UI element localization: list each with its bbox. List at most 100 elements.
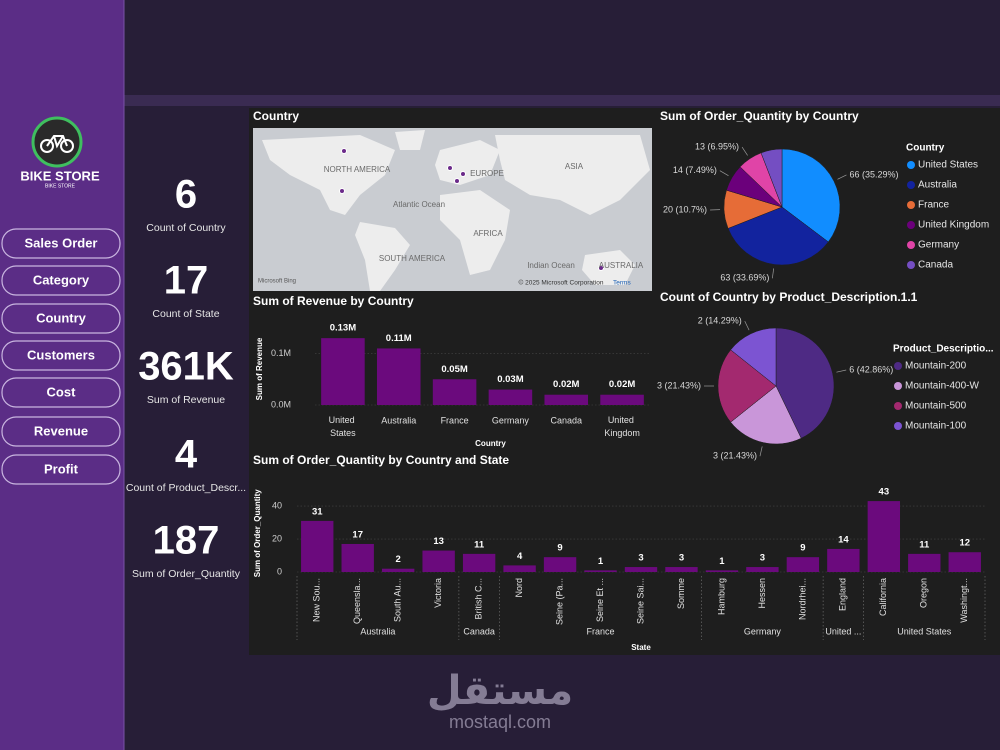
data-label: 4 [517, 551, 523, 562]
data-label: 3 (21.43%) [657, 380, 701, 390]
legend-label: Mountain-200 [905, 361, 967, 372]
kpi-label: Sum of Order_Quantity [132, 568, 241, 580]
data-label: 3 [638, 553, 643, 564]
kpi-label: Count of Country [146, 222, 226, 234]
group-label: United ... [825, 626, 861, 636]
x-tick-label: Nord [514, 578, 524, 598]
data-label: 0.05M [441, 364, 467, 375]
x-tick-label: Queensla... [352, 578, 362, 624]
legend-marker [894, 402, 902, 410]
legend-marker [894, 362, 902, 370]
nav-button-label[interactable]: Sales Order [25, 235, 98, 250]
pie-slice [781, 148, 841, 243]
nav-button[interactable] [1, 416, 121, 447]
kpi-value: 187 [153, 519, 220, 563]
data-label: 3 [760, 553, 765, 564]
legend-label: United States [918, 160, 978, 171]
bar [705, 570, 739, 572]
data-label: 0.11M [386, 333, 412, 344]
kpi-label: Count of State [152, 308, 219, 320]
x-tick-label: Washingt... [959, 578, 969, 623]
data-label: 31 [312, 506, 323, 517]
legend-label: Germany [918, 240, 959, 251]
nav-button-label[interactable]: Country [36, 310, 87, 325]
x-tick-label: Hamburg [716, 578, 726, 615]
nav-button-label[interactable]: Category [33, 272, 90, 287]
data-label: 13 (6.95%) [695, 141, 739, 151]
data-label: 0.13M [330, 323, 356, 334]
nav-button[interactable] [1, 228, 121, 259]
bar [488, 389, 533, 405]
bar [422, 550, 455, 572]
group-label: United States [897, 626, 952, 636]
legend-label: Mountain-400-W [905, 381, 979, 392]
legend-label: France [918, 200, 950, 211]
map-label: AUSTRALIA [599, 261, 644, 270]
bar [321, 338, 365, 405]
kpi-value: 4 [175, 433, 198, 477]
nav-button-label[interactable]: Revenue [34, 423, 88, 438]
y-tick-label: 0.0M [271, 399, 291, 409]
nav-button-label[interactable]: Profit [44, 461, 79, 476]
x-axis-title: Country [475, 439, 506, 448]
data-label: 1 [598, 556, 604, 567]
bar [948, 552, 981, 572]
pie-slice [730, 385, 802, 445]
bar [600, 394, 644, 405]
legend-title: Country [906, 143, 945, 154]
x-tick-label: Seine (Pa... [554, 578, 564, 625]
data-label: 11 [474, 539, 485, 550]
label-leader [719, 170, 729, 177]
legend-marker [907, 261, 915, 269]
legend-label: United Kingdom [918, 220, 989, 231]
bar [462, 553, 496, 572]
x-tick-label: Victoria [433, 578, 443, 608]
nav-button[interactable] [1, 454, 121, 485]
bar [381, 568, 415, 572]
data-label: 20 (10.7%) [663, 204, 707, 214]
data-label: 11 [919, 539, 930, 550]
x-tick-label: New Sou... [312, 578, 322, 622]
x-tick-label: California [878, 578, 888, 616]
map-terms[interactable]: Terms [613, 280, 631, 287]
bar [341, 543, 374, 572]
legend-label: Canada [918, 260, 953, 271]
bar [786, 557, 820, 572]
nav-button[interactable] [1, 377, 121, 408]
legend-marker [894, 422, 902, 430]
chart-title: Sum of Revenue by Country [253, 294, 414, 308]
chart-title: Sum of Order_Quantity by Country [660, 109, 859, 123]
y-axis-title: Sum of Revenue [255, 337, 264, 400]
bar [503, 565, 536, 572]
logo-badge [31, 116, 83, 168]
x-tick-label: France [441, 415, 469, 425]
kpi-label: Sum of Revenue [147, 394, 225, 406]
chart-title: Sum of Order_Quantity by Country and Sta… [253, 453, 509, 467]
map-label: EUROPE [470, 169, 504, 178]
nav-button[interactable] [1, 340, 121, 371]
data-label: 0.02M [609, 379, 635, 390]
x-tick-label: United States [329, 415, 358, 438]
label-leader [772, 268, 775, 279]
bar [301, 520, 334, 572]
nav-button-label[interactable]: Customers [27, 347, 95, 362]
nav-button[interactable] [1, 303, 121, 334]
watermark-latin: mostaql.com [449, 712, 551, 732]
x-tick-label: Hessen [757, 578, 767, 609]
data-label: 66 (35.29%) [849, 169, 898, 179]
x-tick-label: South Au... [393, 578, 403, 622]
legend-marker [894, 382, 902, 390]
legend-label: Mountain-500 [905, 401, 967, 412]
group-label: Australia [360, 626, 395, 636]
x-tick-label: United Kingdom [604, 415, 640, 438]
map-location-dots [339, 148, 604, 271]
nav-button[interactable] [1, 265, 121, 296]
y-tick-label: 0.1M [271, 348, 291, 358]
nav-button-label[interactable]: Cost [47, 384, 77, 399]
data-label: 14 (7.49%) [673, 165, 717, 175]
kpi-value: 361K [138, 345, 234, 389]
header-strip [124, 95, 1000, 106]
legend-label: Australia [918, 180, 957, 191]
y-tick-label: 0 [277, 566, 282, 576]
pie-slice [730, 327, 777, 387]
